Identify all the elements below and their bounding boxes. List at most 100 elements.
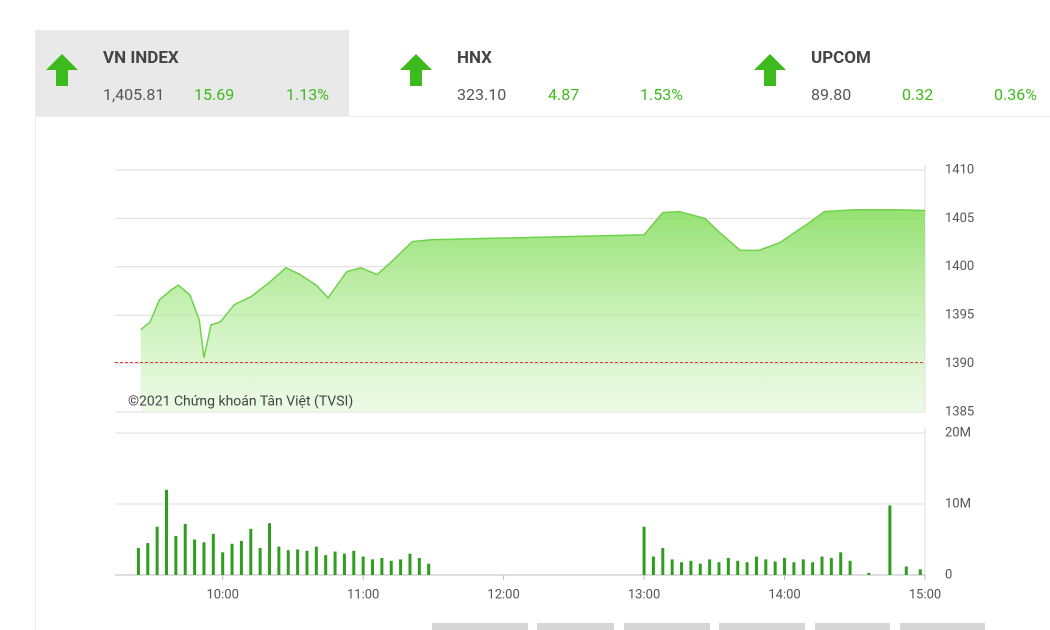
volume-bar [183,523,187,575]
volume-bar [193,539,197,575]
y-tick-label: 1410 [945,162,974,177]
index-change: 4.87 [548,85,580,104]
bottom-buttons [432,623,985,630]
volume-bar [165,489,169,575]
x-tick-label: 15:00 [909,587,941,602]
x-tick-label: 11:00 [347,587,379,602]
volume-bar [888,505,892,575]
volume-bar [277,546,281,575]
volume-bar [698,563,702,575]
volume-bar [268,523,272,575]
annotation: ©2021 Chứng khoán Tân Việt (TVSI) [128,394,353,410]
y-tick-label: 1395 [945,308,974,323]
up-arrow [46,54,78,86]
volume-bar [783,557,787,575]
volume-bar [839,552,843,575]
y-tick-label: 10M [945,496,971,511]
volume-bar [155,526,159,575]
index-name: VN INDEX [103,48,179,68]
index-change: 0.32 [902,85,934,104]
index-percent: 1.13% [286,85,329,104]
volume-bar [352,550,356,575]
x-tick-label: 10:00 [207,587,239,602]
volume-bar [258,548,262,575]
price-line [140,208,926,358]
index-tile[interactable]: HNX 323.10 4.87 1.53% [390,30,703,116]
volume-bar [249,528,253,575]
volume-bar [136,548,140,575]
volume-bar [918,569,922,575]
index-card: VN INDEX 1,405.81 15.69 1.13% HNX 323.10… [35,30,1050,630]
index-name: UPCOM [811,48,871,68]
volume-bar [754,556,758,575]
volume-bar [867,572,871,575]
volume-bar [427,563,431,575]
volume-bar [689,560,693,575]
volume-bar [333,551,337,575]
index-change: 15.69 [194,85,235,104]
x-tick-label: 14:00 [768,587,800,602]
y-tick-label: 1385 [945,404,974,419]
volume-bar [399,559,403,575]
volume-bar [651,556,655,575]
volume-bar [296,549,300,575]
price-area [140,209,925,412]
x-tick-label: 13:00 [628,587,660,602]
volume-bar [745,562,749,575]
volume-bar [829,557,833,575]
volume-bar [811,562,815,575]
index-value: 323.10 [457,85,507,104]
y-tick-label: 1390 [945,356,974,371]
volume-bar [239,540,243,575]
index-name: HNX [457,48,492,68]
volume-bar [670,559,674,575]
volume-bar [146,543,150,575]
volume-bar [202,542,206,575]
y-tick-label: 1405 [945,211,974,226]
index-tile[interactable]: VN INDEX 1,405.81 15.69 1.13% [36,30,349,116]
divider [36,116,1050,117]
volume-bar [389,560,393,575]
volume-bar [820,556,824,575]
volume-bar [230,543,234,575]
volume-bar [286,550,290,575]
volume-bar [211,533,215,575]
volume-bar [314,546,318,575]
y-tick-label: 1400 [945,259,974,274]
up-arrow [754,54,786,86]
volume-bar [764,559,768,575]
volume-bar [661,548,665,575]
y-tick-label: 20M [945,425,971,440]
volume-bar [361,556,365,575]
volume-bar [174,535,178,575]
up-arrow [400,54,432,86]
index-percent: 0.36% [994,85,1037,104]
y-tick-label: 0 [945,567,952,582]
volume-bar [792,562,796,575]
volume-bar [773,561,777,575]
volume-bar [848,560,852,575]
volume-bar [642,526,646,575]
volume-bar [324,555,328,575]
volume-bar [305,550,309,575]
volume-bar [708,559,712,575]
x-tick-label: 12:00 [487,587,519,602]
volume-bar [380,557,384,575]
index-percent: 1.53% [640,85,683,104]
volume-bar [371,559,375,575]
volume-bar [342,553,346,575]
volume-bar [680,562,684,575]
volume-bar [736,560,740,575]
volume-bar [904,566,908,575]
index-tile[interactable]: UPCOM 89.80 0.32 0.36% [744,30,1050,116]
volume-bar [221,552,225,575]
index-value: 1,405.81 [103,85,165,104]
volume-bar [717,562,721,575]
volume-bar [801,559,805,575]
index-value: 89.80 [811,85,852,104]
volume-bar [726,557,730,575]
volume-bar [408,553,412,575]
volume-bar [417,557,421,575]
